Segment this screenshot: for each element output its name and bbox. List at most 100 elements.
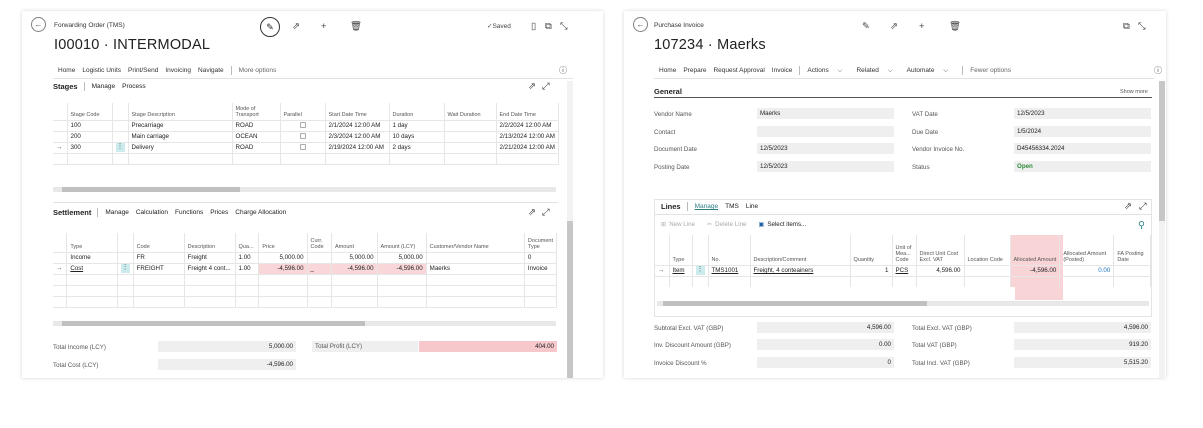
settlement-price[interactable]: -4,596.00 <box>258 262 308 275</box>
start-date-time[interactable]: 2/1/2024 12:00 AM <box>324 119 390 132</box>
menu-invoice[interactable]: Invoice <box>771 67 793 74</box>
invoice-discount-percent-value[interactable]: 0 <box>757 357 894 368</box>
settlement-type[interactable]: Income <box>66 251 118 264</box>
due-date-field[interactable]: 1/5/2024 <box>1014 126 1151 137</box>
col-stage-code[interactable]: Stage Code <box>66 103 113 121</box>
col-wait-duration[interactable]: Wait Duration <box>443 103 497 121</box>
horizontal-scrollbar[interactable] <box>53 321 556 326</box>
duration[interactable]: 1 day <box>388 119 445 132</box>
col-type[interactable]: Type <box>668 235 693 266</box>
start-date-time[interactable]: 2/3/2024 12:00 AM <box>324 130 390 143</box>
menu-related[interactable]: Related ⌵ <box>856 67 899 75</box>
row-actions-icon[interactable]: ⋮ <box>115 143 125 152</box>
lines-tab-manage[interactable]: Manage <box>694 203 719 210</box>
row-actions-icon[interactable]: ⋮ <box>695 266 705 275</box>
checkbox[interactable] <box>299 132 306 139</box>
col-mode-of-transport[interactable]: Mode of Transport <box>231 103 281 121</box>
menu-actions[interactable]: Actions ⌵ <box>807 67 849 75</box>
expand-icon[interactable]: ⤢ <box>542 81 550 92</box>
col-start-date-time[interactable]: Start Date Time <box>324 103 390 121</box>
line-no[interactable]: TMS1001 <box>707 264 751 277</box>
col-fa-posting-date[interactable]: FA Posting Date <box>1113 235 1151 266</box>
settlement-tab-prices[interactable]: Prices <box>210 209 229 216</box>
horizontal-scrollbar[interactable] <box>657 301 1149 306</box>
stages-tab-manage[interactable]: Manage <box>91 83 116 90</box>
stage-code[interactable]: 100 <box>66 119 113 132</box>
vertical-scrollbar[interactable] <box>567 81 573 378</box>
settlement-code[interactable]: FR <box>132 251 185 264</box>
delete-line-button[interactable]: Delete Line <box>715 221 747 228</box>
mode-of-transport[interactable]: ROAD <box>231 119 281 132</box>
lines-tab-line[interactable]: Line <box>745 203 759 210</box>
line-description[interactable]: Freight, 4 conteainers <box>749 264 851 277</box>
menu-request-approval[interactable]: Request Approval <box>713 67 765 74</box>
scrollbar-thumb[interactable] <box>567 221 573 378</box>
select-items-button[interactable]: Select items... <box>767 221 807 228</box>
delete-icon[interactable]: 🗑 <box>350 21 363 32</box>
col-duration[interactable]: Duration <box>388 103 445 121</box>
scrollbar-thumb[interactable] <box>62 321 365 326</box>
line-allocated-amount-posted[interactable]: 0.00 <box>1059 264 1115 277</box>
menu-navigate[interactable]: Navigate <box>198 67 224 74</box>
menu-invoicing[interactable]: Invoicing <box>165 67 192 74</box>
vendor-name-field[interactable]: Maerks <box>757 108 894 119</box>
parallel-checkbox[interactable] <box>279 119 326 132</box>
collapse-icon[interactable]: ⤡ <box>560 21 568 32</box>
stage-description[interactable]: Precarriage <box>127 119 233 132</box>
add-icon[interactable]: + <box>321 21 327 32</box>
back-arrow-icon[interactable]: ← <box>633 17 648 32</box>
settlement-tab-calculation[interactable]: Calculation <box>135 209 169 216</box>
new-line-button[interactable]: New Line <box>669 221 695 228</box>
table-row[interactable]: → Item ⋮ TMS1001 Freight, 4 conteainers … <box>655 264 1151 277</box>
fewer-options-link[interactable]: Fewer options <box>970 67 1012 74</box>
col-price[interactable]: Price <box>258 233 308 253</box>
document-date-field[interactable]: 12/5/2023 <box>757 143 894 154</box>
col-end-date-time[interactable]: End Date Time <box>495 103 559 121</box>
scrollbar-thumb[interactable] <box>663 301 927 306</box>
col-quantity[interactable]: Quantity <box>849 235 893 266</box>
settlement-description[interactable]: Freight 4 cont... <box>183 262 236 275</box>
settlement-name[interactable] <box>425 251 525 264</box>
menu-logistic-units[interactable]: Logistic Units <box>82 67 121 74</box>
line-allocated-amount[interactable]: -4,596.00 <box>1009 264 1061 277</box>
settlement-amount-lcy[interactable]: -4,596.00 <box>376 262 427 275</box>
col-type[interactable]: Type <box>66 233 118 253</box>
bookmark-icon[interactable]: ▯ <box>531 21 537 32</box>
col-unit-of-measure[interactable]: Unit of Mea... Code <box>891 235 917 266</box>
edit-pencil-icon[interactable]: ✎ <box>862 21 870 32</box>
expand-icon[interactable]: ⤢ <box>542 207 550 218</box>
col-allocated-amount[interactable]: Allocated Amount <box>1009 235 1061 266</box>
checkbox[interactable] <box>299 121 306 128</box>
col-amount-lcy[interactable]: Amount (LCY) <box>376 233 427 253</box>
scrollbar-thumb[interactable] <box>62 187 240 192</box>
empty-row[interactable] <box>53 273 558 286</box>
col-stage-description[interactable]: Stage Description <box>127 103 233 121</box>
share-icon[interactable]: ⇗ <box>292 21 300 32</box>
delete-icon[interactable]: 🗑 <box>949 21 962 32</box>
stage-code[interactable]: 300 <box>66 141 113 154</box>
settlement-price[interactable]: 5,000.00 <box>258 251 308 264</box>
duration[interactable]: 10 days <box>388 130 445 143</box>
settlement-amount[interactable]: -4,596.00 <box>331 262 378 275</box>
col-parallel[interactable]: Parallel <box>279 103 326 121</box>
settlement-tab-functions[interactable]: Functions <box>175 209 204 216</box>
settlement-tab-manage[interactable]: Manage <box>105 209 129 216</box>
share-icon[interactable]: ⇗ <box>528 81 536 92</box>
share-icon[interactable]: ⇗ <box>890 21 898 32</box>
contact-field[interactable] <box>757 126 894 137</box>
empty-row[interactable] <box>655 275 1151 287</box>
empty-row[interactable] <box>53 295 558 308</box>
col-document-type[interactable]: Document Type <box>523 233 558 253</box>
vendor-invoice-no-field[interactable]: D45456334.2024 <box>1014 143 1151 154</box>
table-row[interactable]: 100 Precarriage ROAD 2/1/2024 12:00 AM 1… <box>53 119 559 132</box>
line-uom[interactable]: PCS <box>891 264 917 277</box>
open-new-window-icon[interactable]: ⧉ <box>1123 21 1130 32</box>
col-location-code[interactable]: Location Code <box>963 235 1011 266</box>
line-type[interactable]: Item <box>668 264 693 277</box>
checkbox[interactable] <box>299 143 306 150</box>
wait-duration[interactable] <box>443 119 497 132</box>
line-quantity[interactable]: 1 <box>849 264 893 277</box>
end-date-time[interactable]: 2/13/2024 12:00 AM <box>495 130 559 143</box>
horizontal-scrollbar[interactable] <box>53 187 556 192</box>
mode-of-transport[interactable]: OCEAN <box>231 130 281 143</box>
